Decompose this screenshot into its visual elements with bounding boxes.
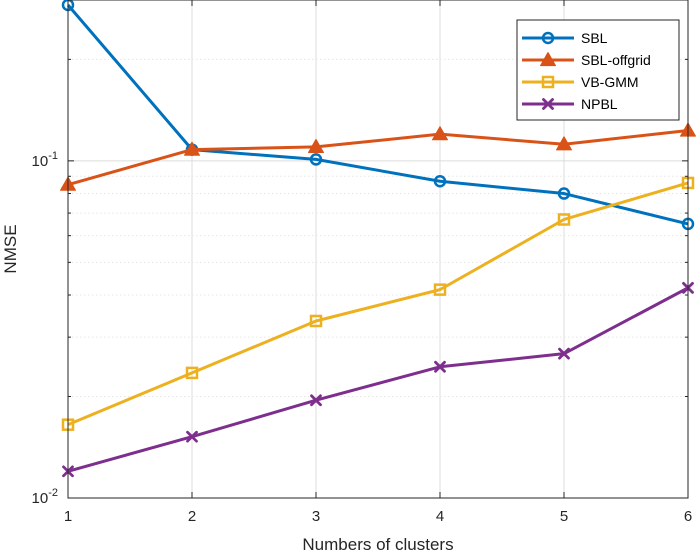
series-layer	[60, 0, 696, 478]
data-point-vb-gmm	[309, 314, 323, 328]
axis-ticks	[67, 0, 689, 499]
y-axis-title: NMSE	[1, 224, 20, 273]
legend-marker-vb-gmm	[541, 75, 555, 89]
plot-frame	[67, 0, 689, 499]
data-point-vb-gmm	[433, 283, 447, 296]
data-point-sbl-offgrid	[308, 138, 324, 154]
legend-label-vb-gmm: VB-GMM	[581, 74, 639, 90]
data-point-npbl	[434, 360, 446, 373]
legend-label-sbl: SBL	[581, 30, 608, 46]
data-point-sbl-offgrid	[556, 136, 572, 151]
y-tick-label: 10-1	[32, 150, 58, 170]
series-sbl-offgrid	[60, 122, 696, 191]
series-line-sbl-offgrid	[67, 129, 689, 187]
legend-marker-sbl-offgrid	[540, 52, 556, 67]
y-tick-label: 10-2	[32, 487, 58, 507]
series-line-sbl	[66, 3, 689, 226]
legend-item-sbl: SBL	[522, 30, 608, 46]
x-tick-label: 2	[188, 508, 196, 525]
data-point-sbl	[557, 187, 571, 200]
legend-label-npbl: NPBL	[581, 96, 618, 112]
x-tick-labels: 1 2 3 4 5 6	[64, 508, 692, 525]
legend-item-npbl: NPBL	[522, 96, 618, 112]
legend-item-vb-gmm: VB-GMM	[522, 74, 639, 90]
legend-label-sbl-offgrid: SBL-offgrid	[581, 52, 651, 68]
data-point-npbl	[558, 347, 570, 360]
legend-item-sbl-offgrid: SBL-offgrid	[522, 52, 651, 68]
data-point-sbl-offgrid	[184, 141, 200, 156]
x-tick-label: 5	[560, 508, 568, 525]
y-tick-labels: 10-2 10-1	[32, 150, 58, 507]
data-point-vb-gmm	[185, 366, 199, 380]
x-axis-title: Numbers of clusters	[302, 535, 453, 554]
data-point-npbl	[310, 394, 322, 407]
legend-marker-npbl	[542, 98, 554, 110]
data-point-sbl	[433, 174, 447, 188]
series-npbl	[62, 281, 694, 478]
x-tick-label: 6	[684, 508, 692, 525]
series-line-npbl	[67, 286, 689, 473]
data-point-sbl	[309, 153, 323, 166]
x-tick-label: 4	[436, 508, 444, 525]
legend: SBL SBL-offgrid VB-GMM NPBL	[516, 19, 680, 121]
data-point-sbl-offgrid	[432, 126, 448, 141]
series-line-vb-gmm	[67, 181, 689, 427]
legend-marker-sbl	[541, 31, 555, 45]
data-point-npbl	[186, 430, 198, 443]
x-tick-label: 1	[64, 508, 72, 525]
x-tick-label: 3	[312, 508, 320, 525]
data-point-vb-gmm	[557, 213, 571, 226]
